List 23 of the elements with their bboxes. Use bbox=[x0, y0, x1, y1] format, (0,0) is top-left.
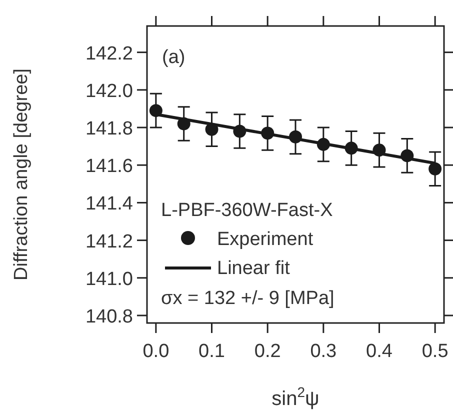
annotation: (a) bbox=[162, 47, 186, 68]
legend-label: Experiment bbox=[217, 229, 314, 250]
y-tick-label: 141.2 bbox=[85, 231, 133, 252]
annotation: σx = 132 +/- 9 [MPa] bbox=[161, 288, 334, 309]
y-axis-title: Diffraction angle [degree] bbox=[11, 68, 32, 280]
y-tick-label: 141.8 bbox=[85, 118, 133, 140]
x-tick-label: 0.2 bbox=[254, 341, 281, 362]
y-tick-label: 142.2 bbox=[85, 43, 133, 64]
x-tick-label: 0.3 bbox=[310, 341, 337, 362]
legend-label: Linear fit bbox=[217, 258, 291, 279]
x-tick-label: 0.0 bbox=[142, 341, 170, 362]
x-tick-label: 0.5 bbox=[422, 341, 448, 362]
point bbox=[428, 162, 442, 176]
y-tick-label: 140.8 bbox=[85, 306, 133, 328]
legend-title: L-PBF-360W-Fast-X bbox=[161, 200, 334, 221]
x-tick-label: 0.4 bbox=[366, 341, 393, 362]
y-tick-label: 141.6 bbox=[85, 156, 133, 178]
y-tick-label: 141.0 bbox=[85, 268, 133, 290]
x-axis-title: sin$^{2}$ψ bbox=[272, 384, 320, 410]
y-tick-label: 141.4 bbox=[85, 194, 134, 215]
y-tick-label: 142.0 bbox=[85, 80, 133, 102]
point bbox=[149, 104, 162, 118]
x-tick-label: 0.1 bbox=[198, 341, 225, 362]
